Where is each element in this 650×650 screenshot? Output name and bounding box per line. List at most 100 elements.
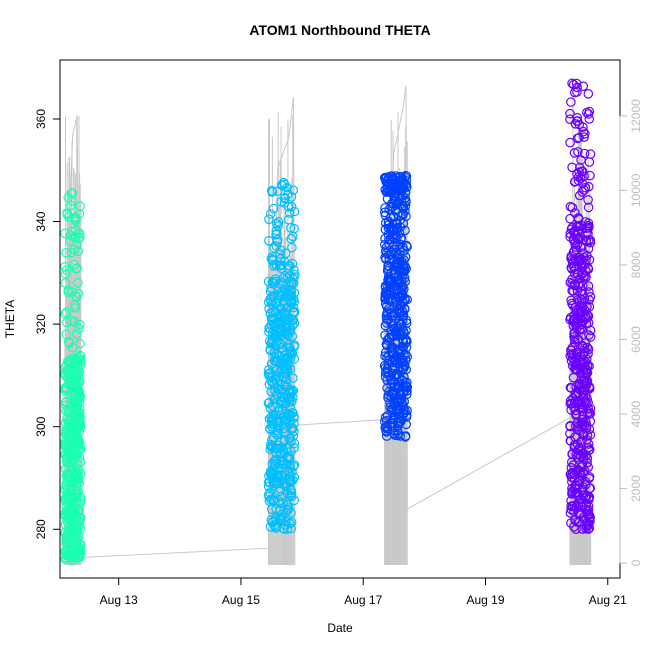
data-point (288, 461, 299, 472)
data-point (289, 206, 300, 217)
data-point (396, 233, 407, 243)
data-point (382, 364, 392, 374)
data-point (70, 216, 81, 226)
data-point (266, 359, 277, 369)
data-point (66, 200, 76, 211)
data-point (270, 333, 281, 344)
data-point (283, 351, 294, 362)
data-point (390, 370, 401, 381)
data-point (275, 245, 286, 255)
data-point (583, 223, 594, 233)
data-point (279, 193, 290, 204)
data-point (74, 387, 84, 397)
data-point (575, 309, 585, 319)
data-point (578, 342, 588, 352)
data-point (75, 413, 85, 423)
data-point (569, 442, 580, 452)
data-point (75, 338, 85, 349)
data-point (584, 330, 594, 340)
data-point (400, 225, 410, 236)
data-point (569, 279, 579, 290)
data-point (271, 259, 281, 270)
data-point (267, 416, 278, 427)
data-point (66, 188, 77, 198)
data-point (381, 318, 392, 328)
data-point (397, 365, 408, 375)
data-point (401, 315, 412, 326)
data-point (569, 473, 580, 484)
data-point (269, 261, 279, 271)
data-point (263, 481, 274, 492)
data-point (569, 506, 579, 516)
data-point (64, 452, 74, 462)
data-point (379, 173, 390, 183)
data-point (60, 440, 70, 450)
plot-frame (59, 59, 621, 579)
data-point (384, 274, 395, 285)
data-point (579, 272, 589, 282)
data-point (281, 414, 292, 425)
data-point (65, 230, 76, 240)
data-point (380, 233, 390, 244)
data-point (70, 300, 80, 310)
data-point (579, 293, 590, 304)
data-point (384, 333, 394, 344)
data-point (271, 355, 282, 366)
data-point (566, 97, 576, 107)
data-point (60, 261, 70, 272)
x-tick-label: Aug 15 (222, 593, 260, 607)
data-point (565, 201, 576, 212)
data-point (271, 370, 281, 381)
y2-tick-label: 10000 (629, 173, 643, 207)
data-point (61, 534, 71, 545)
x-tick-label: Aug 21 (589, 593, 627, 607)
data-point (584, 409, 594, 419)
data-point (389, 389, 399, 400)
data-point (62, 209, 72, 220)
data-point (60, 269, 71, 279)
data-point (265, 286, 276, 297)
data-point (279, 179, 290, 190)
data-point (265, 444, 276, 454)
data-point (392, 430, 403, 441)
secondary-line (64, 86, 592, 560)
data-point (576, 374, 587, 384)
data-point (267, 467, 278, 477)
data-point (69, 505, 79, 516)
series-1 (60, 188, 86, 565)
data-point (279, 300, 290, 310)
data-point (579, 270, 590, 281)
data-point (381, 310, 392, 321)
data-point (67, 475, 78, 486)
series-4 (565, 78, 596, 534)
data-point (578, 514, 589, 524)
left-axis: 280 300 320 340 360 (34, 109, 61, 539)
data-point (390, 289, 400, 299)
data-point (65, 512, 76, 523)
data-point (61, 307, 72, 318)
y2-tick-label: 4000 (629, 400, 643, 427)
data-point (60, 463, 71, 474)
data-point (263, 297, 274, 307)
series-2 (263, 177, 300, 534)
data-point (585, 430, 596, 440)
data-point (398, 405, 409, 415)
data-point (397, 355, 408, 365)
data-point (71, 329, 82, 339)
data-point (273, 301, 284, 312)
data-point (270, 455, 281, 466)
data-point (65, 236, 75, 247)
data-point (274, 423, 284, 433)
data-point (62, 468, 73, 479)
data-point (585, 403, 596, 414)
data-point (582, 506, 593, 517)
data-point (282, 289, 293, 299)
data-point (392, 418, 403, 429)
data-point (384, 370, 395, 381)
data-point (572, 82, 582, 93)
data-point (70, 302, 80, 313)
y2-tick-label: 2000 (629, 475, 643, 502)
data-point (62, 476, 72, 486)
data-point (73, 464, 84, 475)
